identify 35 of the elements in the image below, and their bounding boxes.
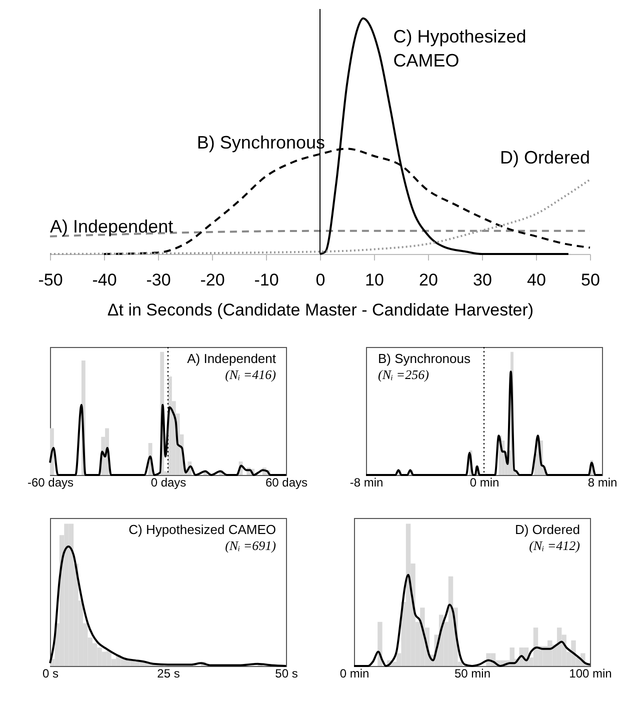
x-tick-label: -50 [38, 270, 63, 290]
x-tick-label: -10 [254, 270, 279, 290]
text: (Nᵢ =416) [225, 367, 276, 382]
x-tick-label: -40 [92, 270, 117, 290]
text: (Nᵢ =691) [225, 538, 276, 553]
series-label: A) Independent [50, 216, 174, 236]
x-tick-label: 50 min [454, 666, 491, 680]
series-label: D) Ordered [500, 148, 590, 168]
x-tick-label: 0 min [470, 476, 500, 490]
x-tick-label: 0 min [340, 666, 370, 680]
text: (Nᵢ =412) [529, 538, 580, 553]
x-tick-label: -8 min [350, 476, 384, 490]
x-tick-label: -20 [200, 270, 225, 290]
x-tick-label: 25 s [157, 666, 180, 680]
x-tick-label: 8 min [588, 476, 618, 490]
chart-title: B) Synchronous [378, 351, 471, 366]
x-tick-label: 0 [316, 270, 326, 290]
x-tick-label: 50 s [275, 666, 298, 680]
x-tick-label: 20 [419, 270, 438, 290]
x-tick-label: 100 min [569, 666, 612, 680]
chart-title: D) Ordered [514, 522, 580, 537]
x-tick-label: 0 days [150, 476, 186, 490]
x-tick-label: 10 [365, 270, 384, 290]
x-tick-label: 50 [581, 270, 600, 290]
x-axis-title: Δt in Seconds (Candidate Master - Candidate Harvester) [107, 300, 534, 320]
x-tick-label: 60 days [265, 476, 308, 490]
x-tick-label: 30 [473, 270, 492, 290]
x-tick-label: 0 s [42, 666, 59, 680]
series-label: C) Hypothesized CAMEO [393, 26, 526, 70]
x-tick-label: -30 [146, 270, 171, 290]
x-tick-label: 40 [527, 270, 546, 290]
chart-title: A) Independent [187, 351, 276, 366]
chart-title: C) Hypothesized CAMEO [128, 522, 276, 537]
x-tick-label: -60 days [27, 476, 74, 490]
text: (Nᵢ =256) [378, 367, 429, 382]
